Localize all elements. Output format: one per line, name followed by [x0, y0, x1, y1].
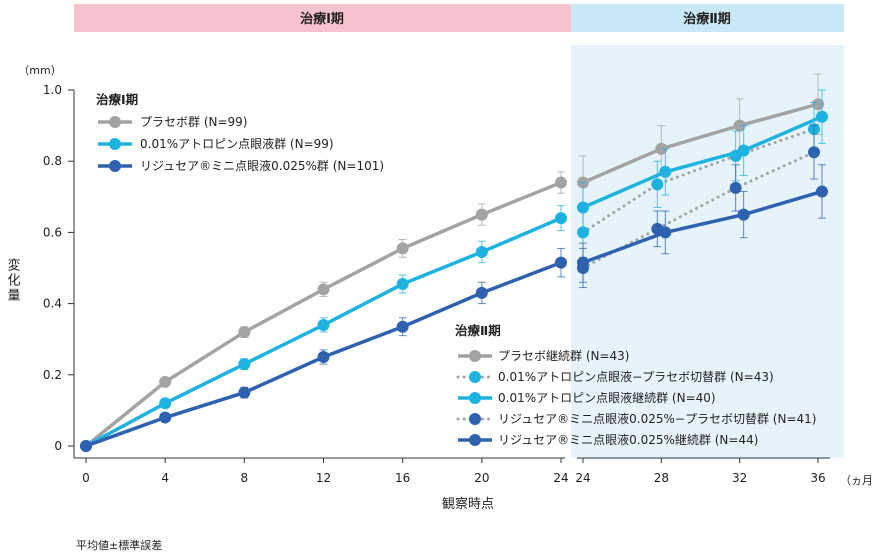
data-point	[159, 397, 172, 410]
y-tick-label: 0.2	[43, 368, 62, 382]
series-phase2-2	[577, 89, 828, 233]
legend2-swatch-marker	[469, 413, 481, 425]
data-point	[651, 178, 664, 191]
x-tick-label: 36	[810, 471, 825, 485]
data-point	[475, 208, 488, 221]
x-tick-label: 32	[732, 471, 747, 485]
data-point	[317, 318, 330, 331]
x-axis-label: 観察時点	[442, 497, 494, 512]
data-point	[475, 245, 488, 258]
series-line	[582, 189, 823, 265]
data-point	[659, 165, 672, 178]
y-tick-label: 0	[54, 439, 62, 453]
data-point	[659, 226, 672, 239]
legend1-swatch-marker	[109, 160, 121, 172]
series-line	[582, 102, 819, 185]
data-point	[317, 283, 330, 296]
x-unit-label: （ヵ月）	[840, 474, 872, 487]
x-tick-label: 12	[316, 471, 331, 485]
data-point	[80, 440, 92, 452]
data-point	[737, 208, 750, 221]
phase2-header-label: 治療Ⅱ期	[683, 11, 731, 27]
phase1-header-label: 治療Ⅰ期	[300, 11, 344, 27]
data-point	[808, 146, 820, 159]
data-point	[317, 351, 330, 363]
x-tick-label: 24	[553, 471, 568, 485]
phase1-header-bar	[74, 4, 571, 32]
series-line	[582, 115, 823, 210]
data-point	[396, 320, 409, 333]
data-point	[475, 286, 488, 299]
y-tick-label: 0.4	[43, 297, 62, 311]
data-point	[737, 144, 750, 157]
legend1-title: 治療Ⅰ期	[96, 92, 138, 107]
legend1-swatch-marker	[109, 138, 121, 150]
y-tick-label: 1.0	[43, 83, 62, 97]
y-tick-label: 0.8	[43, 154, 62, 168]
data-point	[816, 110, 828, 123]
legend2-entry: プラセボ継続群 (N=43)	[498, 348, 629, 363]
data-point	[396, 278, 409, 291]
legend1-entry: 0.01%アトロピン点眼液群 (N=99)	[140, 136, 334, 151]
legend1-swatch-marker	[109, 116, 121, 128]
data-point	[159, 375, 172, 388]
x-tick-label: 24	[575, 471, 590, 485]
series-line-dotted	[581, 127, 816, 234]
data-point	[729, 181, 742, 194]
data-point	[238, 386, 251, 399]
legend2-entry: 0.01%アトロピン点眼液継続群 (N=40)	[498, 390, 716, 405]
legend2-title: 治療Ⅱ期	[455, 323, 501, 338]
legend2-entry: リジュセア®ミニ点眼液0.025%継続群 (N=44)	[498, 432, 758, 447]
y-unit-label: （mm）	[18, 64, 61, 77]
data-point	[238, 358, 251, 371]
legend1-entry: リジュセア®ミニ点眼液0.025%群 (N=101)	[140, 158, 384, 173]
data-point	[816, 185, 828, 198]
legend2-swatch-marker	[469, 350, 481, 362]
footnote: 平均値±標準誤差	[76, 538, 162, 552]
series-phase1-2	[80, 247, 567, 452]
legend1-entry: プラセボ群 (N=99)	[140, 115, 247, 129]
series-phase1-0	[80, 171, 567, 452]
x-tick-label: 28	[654, 471, 669, 485]
x-tick-label: 4	[161, 471, 169, 485]
legend2-swatch-marker	[469, 392, 481, 404]
legend2-entry: リジュセア®ミニ点眼液0.025%−プラセボ切替群 (N=41)	[498, 411, 816, 426]
y-axis-label: 変化量	[5, 257, 21, 303]
data-point	[555, 256, 567, 269]
data-point	[396, 242, 409, 255]
series-phase2-4	[577, 164, 828, 283]
x-tick-label: 0	[82, 471, 90, 485]
data-point	[812, 98, 824, 111]
series-phase1-1	[80, 205, 567, 452]
y-tick-label: 0.6	[43, 225, 62, 239]
data-point	[577, 256, 589, 269]
legend2-swatch-marker	[469, 434, 481, 446]
legend2-entry: 0.01%アトロピン点眼液−プラセボ切替群 (N=43)	[498, 369, 774, 384]
x-tick-label: 8	[241, 471, 249, 485]
x-tick-label: 20	[474, 471, 489, 485]
data-point	[159, 411, 172, 424]
data-point	[238, 326, 251, 339]
legend2-swatch-marker	[469, 371, 481, 383]
data-point	[555, 212, 567, 225]
data-point	[555, 176, 567, 189]
data-point	[577, 201, 589, 214]
phase2-header-bar	[571, 4, 844, 32]
x-tick-label: 16	[395, 471, 410, 485]
